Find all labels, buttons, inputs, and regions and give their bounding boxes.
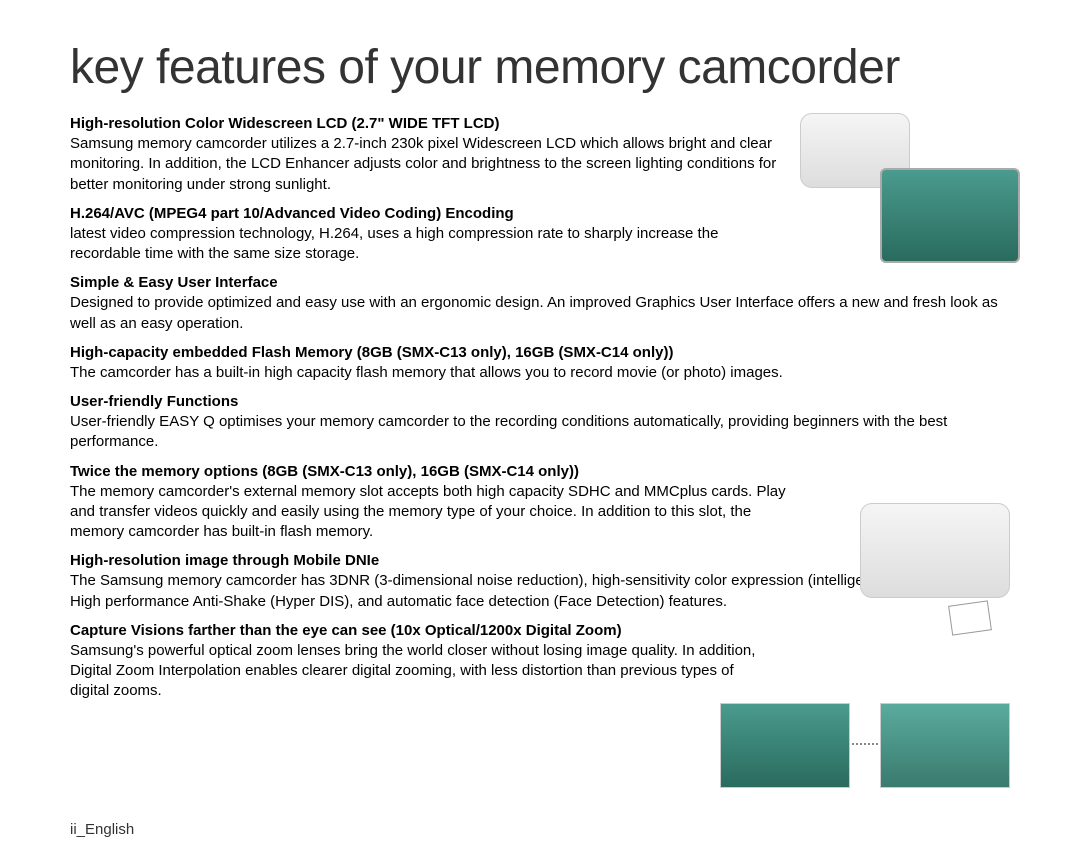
section-body: The memory camcorder's external memory s… [70, 482, 800, 543]
section-body: Samsung memory camcorder utilizes a 2.7-… [70, 134, 790, 195]
content-area: High-resolution Color Widescreen LCD (2.… [70, 113, 1020, 702]
section-title: Twice the memory options (8GB (SMX-C13 o… [70, 461, 800, 482]
section-body: User-friendly EASY Q optimises your memo… [70, 412, 1020, 453]
section-title: User-friendly Functions [70, 391, 1020, 412]
section-title: High-resolution Color Widescreen LCD (2.… [70, 113, 790, 134]
zoom-sample-wide-image [720, 703, 850, 788]
section-body: latest video compression technology, H.2… [70, 224, 790, 265]
sd-cards-icon [948, 600, 992, 635]
section-title: Simple & Easy User Interface [70, 272, 1020, 293]
section-title: Capture Visions farther than the eye can… [70, 620, 760, 641]
camcorder-memory-illustration [860, 503, 1010, 598]
section-lcd: High-resolution Color Widescreen LCD (2.… [70, 113, 790, 195]
section-user-friendly: User-friendly Functions User-friendly EA… [70, 391, 1020, 453]
section-memory-options: Twice the memory options (8GB (SMX-C13 o… [70, 461, 800, 543]
page-footer: ii_English [70, 821, 134, 838]
section-body: Designed to provide optimized and easy u… [70, 293, 1020, 334]
section-zoom: Capture Visions farther than the eye can… [70, 620, 760, 702]
section-h264: H.264/AVC (MPEG4 part 10/Advanced Video … [70, 203, 790, 265]
section-title: H.264/AVC (MPEG4 part 10/Advanced Video … [70, 203, 790, 224]
section-title: High-capacity embedded Flash Memory (8GB… [70, 342, 1020, 363]
lcd-preview-image [880, 168, 1020, 263]
section-flash-memory: High-capacity embedded Flash Memory (8GB… [70, 342, 1020, 383]
section-body: Samsung's powerful optical zoom lenses b… [70, 641, 760, 702]
zoom-connector-line [852, 743, 878, 745]
page-title: key features of your memory camcorder [70, 40, 1020, 95]
section-body: The camcorder has a built-in high capaci… [70, 363, 1020, 383]
section-ui: Simple & Easy User Interface Designed to… [70, 272, 1020, 334]
zoom-sample-tele-image [880, 703, 1010, 788]
